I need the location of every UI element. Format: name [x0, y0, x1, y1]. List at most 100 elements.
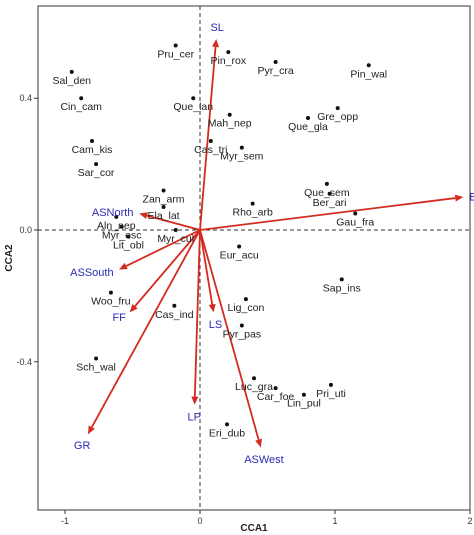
species-label-sar_cor: Sar_cor [78, 167, 115, 179]
species-point-lig_con [243, 297, 248, 302]
arrow-label-ff: FF [112, 312, 126, 324]
species-point-ela_lat [161, 204, 166, 209]
arrow-label-assouth: ASSouth [70, 267, 113, 279]
species-point-pri_uti [328, 382, 333, 387]
species-point-ber_ari [327, 191, 332, 196]
arrow-head [129, 303, 138, 313]
arrow-shaft [146, 214, 201, 231]
species-point-sch_wal [94, 356, 99, 361]
species-label-eri_dub: Eri_dub [209, 427, 245, 439]
species-point-gau_fra [353, 211, 358, 216]
arrow-shaft [91, 229, 201, 428]
arrow-shaft [199, 197, 456, 231]
species-label-eur_acu: Eur_acu [220, 249, 259, 261]
species-label-pyr_cra: Pyr_cra [258, 65, 294, 77]
species-point-cas_tri [208, 139, 213, 144]
species-label-cam_kis: Cam_kis [72, 144, 113, 156]
species-label-gau_fra: Gau_fra [336, 217, 374, 229]
arrow-ls [199, 229, 216, 313]
arrow-labels-layer: SL Elv ASNorth ASSouth FF LS LP GR ASWest [70, 22, 474, 466]
species-point-mah_nep [227, 112, 232, 117]
species-point-pyr_cra [273, 60, 278, 64]
species-label-que_lan: Que_lan [173, 101, 213, 113]
species-point-que_sem [324, 181, 329, 186]
species-label-que_sem: Que_sem [304, 187, 350, 199]
species-label-myr_sem: Myr_sem [220, 151, 263, 163]
species-label-lig_con: Lig_con [228, 302, 265, 314]
species-point-pin_rox [226, 50, 231, 55]
species-point-que_lan [191, 96, 196, 101]
x-axis-title: CCA1 [240, 523, 268, 534]
species-label-ela_lat: Ela_lat [147, 210, 179, 222]
species-label-zan_arm: Zan_arm [143, 193, 185, 205]
species-point-eur_acu [237, 244, 242, 249]
arrow-shaft [199, 229, 260, 440]
arrow-label-gr: GR [74, 440, 91, 452]
species-point-cam_kis [90, 139, 94, 144]
species-point-myr_esc [119, 224, 124, 229]
arrow-label-elv: Elv [469, 191, 474, 203]
species-label-luc_gra: Luc_gra [235, 381, 273, 393]
species-label-sch_wal: Sch_wal [76, 361, 116, 373]
species-label-myr_esc: Myr_esc [102, 230, 142, 242]
species-label-pin_rox: Pin_rox [211, 55, 247, 67]
species-point-que_gla [306, 116, 310, 120]
species-point-myr_cul [173, 228, 178, 232]
species-label-aln_nep: Aln_nep [97, 220, 136, 232]
arrow-shaft [193, 229, 201, 397]
species-label-myr_cul: Myr_cul [157, 233, 194, 245]
species-label-car_foe: Car_foe [257, 391, 295, 403]
x-tick-label: -1 [61, 516, 69, 526]
species-label-lit_obl: Lit_obl [113, 240, 144, 252]
plot-frame [37, 5, 471, 511]
species-points-layer [69, 43, 371, 427]
arrow-aswest [199, 229, 262, 448]
arrow-head [139, 212, 148, 220]
species-point-zan_arm [161, 188, 166, 193]
arrow-head [212, 38, 220, 48]
species-label-ber_ari: Ber_ari [313, 197, 347, 209]
arrow-ff [129, 229, 201, 313]
arrow-assouth [119, 229, 201, 270]
species-point-myr_sem [239, 145, 244, 150]
species-point-aln_nep [114, 214, 119, 219]
arrow-lp [191, 229, 201, 405]
arrow-label-ls: LS [209, 319, 222, 331]
y-axis-title: CCA2 [4, 244, 15, 272]
x-tick-label: 0 [197, 516, 202, 526]
species-point-lin_pul [301, 392, 306, 397]
species-label-cas_ind: Cas_ind [155, 309, 194, 321]
species-label-pru_cer: Pru_cer [157, 49, 194, 61]
species-labels-layer: Pru_cer Pin_rox Pyr_cra Pin_wal Sal_den Cin_c… [52, 49, 387, 440]
species-label-cin_cam: Cin_cam [60, 101, 102, 113]
arrow-shaft [134, 229, 201, 307]
species-label-sap_ins: Sap_ins [323, 282, 361, 294]
arrow-shaft [199, 229, 214, 305]
arrow-asnorth [139, 212, 201, 231]
arrow-head [255, 438, 262, 448]
arrow-head [87, 425, 95, 435]
species-label-pri_uti: Pri_uti [316, 388, 346, 400]
arrow-head [454, 194, 464, 202]
arrow-sl [199, 38, 220, 231]
species-label-sal_den: Sal_den [52, 75, 91, 87]
y-tick-label: 0.4 [19, 93, 32, 103]
species-point-pru_cer [173, 43, 178, 48]
species-point-sar_cor [94, 162, 99, 167]
arrow-label-sl: SL [210, 22, 223, 34]
species-label-pin_wal: Pin_wal [350, 68, 387, 80]
species-point-cas_ind [172, 303, 177, 308]
species-point-sap_ins [339, 277, 344, 282]
x-tick-label: 2 [467, 516, 472, 526]
axis-ticks-layer: -1 0 1 2 -0.4 0.0 0.4 [16, 93, 472, 526]
species-point-luc_gra [252, 376, 256, 381]
arrow-elv [199, 194, 464, 231]
arrow-head [208, 303, 216, 313]
species-point-rho_arb [250, 201, 255, 206]
y-tick-label: -0.4 [16, 357, 32, 367]
species-label-gre_opp: Gre_opp [317, 111, 358, 123]
species-point-woo_fru [108, 290, 113, 295]
species-point-sal_den [69, 69, 74, 74]
